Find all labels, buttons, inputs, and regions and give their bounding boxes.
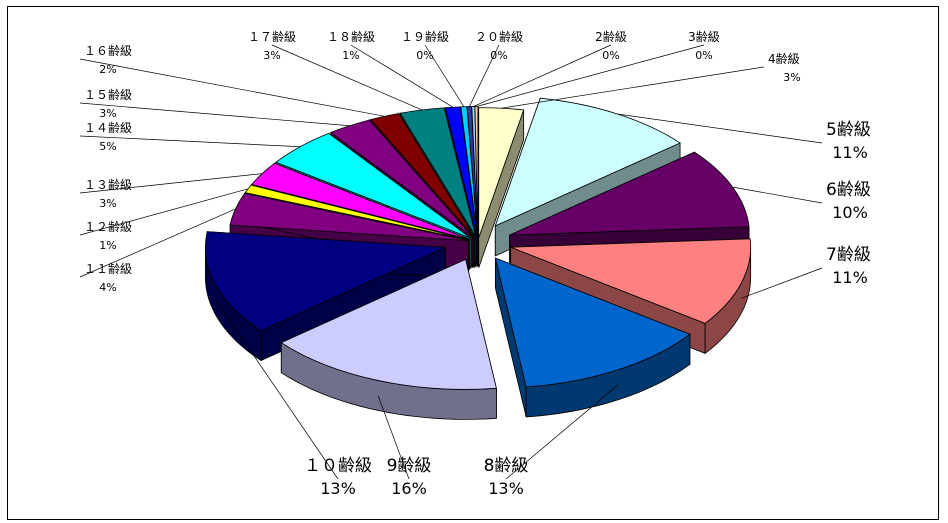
- pie-slice-0: [478, 107, 525, 238]
- slice-label-pct: 0%: [490, 49, 507, 62]
- slice-label-name: 4齢級: [768, 51, 800, 66]
- leader-line-17: [473, 44, 612, 107]
- pie-slice-6: [205, 231, 446, 332]
- slice-label-name: １６齢級: [84, 43, 132, 58]
- leader-line-18: [476, 44, 705, 107]
- pie-tops: [205, 97, 752, 390]
- leader-line-2: [732, 186, 823, 204]
- slice-label-name: 8齢級: [484, 456, 529, 476]
- leader-line-7: [79, 208, 236, 278]
- slice-label-pct: 0%: [416, 49, 433, 62]
- pie-slice-4: [494, 257, 691, 388]
- slice-label-name: ２０齢級: [475, 29, 523, 44]
- slice-label-name: １１齢級: [84, 261, 132, 276]
- pie-slice-7: [229, 192, 469, 242]
- pie-slice-3: [510, 238, 752, 324]
- leader-line-4: [505, 384, 619, 480]
- leader-line-12: [79, 58, 385, 117]
- pie-slice-13: [399, 107, 477, 237]
- slice-label-name: １３齢級: [84, 177, 132, 192]
- slice-label-pct: 11%: [832, 143, 868, 162]
- slice-label-pct: 2%: [99, 63, 116, 76]
- slice-label-pct: 1%: [99, 239, 116, 252]
- leader-line-0: [501, 66, 765, 109]
- slice-label-name: 5齢級: [826, 120, 871, 140]
- slice-label-pct: 0%: [695, 49, 712, 62]
- pie-slice-5: [280, 258, 497, 390]
- leader-line-1: [617, 113, 823, 144]
- slice-label-pct: 0%: [602, 49, 619, 62]
- slice-label-pct: 3%: [263, 49, 280, 62]
- slice-labels: 4齢級 3% 5齢級 11% 6齢級 10% 7齢級 11% 8齢級 13% 9齢級 16% １０齢級 1…: [79, 29, 871, 498]
- leader-line-9: [79, 173, 263, 194]
- slice-label-name: １８齢級: [327, 29, 375, 44]
- pie-slice-1: [494, 97, 681, 227]
- slice-label-name: 9齢級: [387, 456, 432, 476]
- leader-line-3: [741, 267, 823, 299]
- pie-slice-18: [474, 106, 479, 237]
- pie-slice-2: [509, 151, 750, 236]
- slice-label-pct: 1%: [342, 49, 359, 62]
- leader-line-11: [79, 102, 350, 127]
- slice-label-pct: 3%: [783, 71, 800, 84]
- slice-label-pct: 10%: [832, 203, 868, 222]
- slice-label-name: 6齢級: [826, 180, 871, 200]
- slice-label-name: １５齢級: [84, 87, 132, 102]
- pie-slice-12: [370, 113, 475, 238]
- pie-chart: 4齢級 3% 5齢級 11% 6齢級 10% 7齢級 11% 8齢級 13% 9齢級 16% １０齢級 1…: [79, 29, 871, 498]
- slice-label-name: 2齢級: [595, 29, 627, 44]
- slice-label-name: １９齢級: [401, 29, 449, 44]
- slice-label-pct: 13%: [320, 479, 356, 498]
- slice-label-name: １７齢級: [248, 29, 296, 44]
- slice-label-name: １４齢級: [84, 120, 132, 135]
- slice-label-pct: 4%: [99, 281, 116, 294]
- slice-label-name: 3齢級: [688, 29, 720, 44]
- slice-label-name: 7齢級: [826, 245, 871, 265]
- pie-slice-8: [244, 184, 469, 241]
- leader-line-13: [271, 44, 423, 111]
- slice-label-name: １０齢級: [304, 456, 372, 476]
- slice-label-pct: 11%: [832, 268, 868, 287]
- slice-label-pct: 5%: [99, 140, 116, 153]
- leader-line-10: [79, 135, 301, 148]
- leader-line-14: [350, 44, 454, 108]
- slice-label-pct: 13%: [488, 479, 524, 498]
- slice-label-pct: 16%: [391, 479, 427, 498]
- slice-label-pct: 3%: [99, 197, 116, 210]
- leader-line-15: [424, 44, 465, 107]
- leader-line-8: [79, 188, 249, 236]
- leader-line-6: [214, 298, 339, 480]
- chart-frame: 4齢級 3% 5齢級 11% 6齢級 10% 7齢級 11% 8齢級 13% 9齢級 16% １０齢級 1…: [7, 6, 939, 520]
- leader-line-16: [469, 44, 500, 107]
- leader-line-5: [377, 395, 410, 480]
- slice-label-name: １２齢級: [84, 219, 132, 234]
- slice-label-pct: 3%: [99, 107, 116, 120]
